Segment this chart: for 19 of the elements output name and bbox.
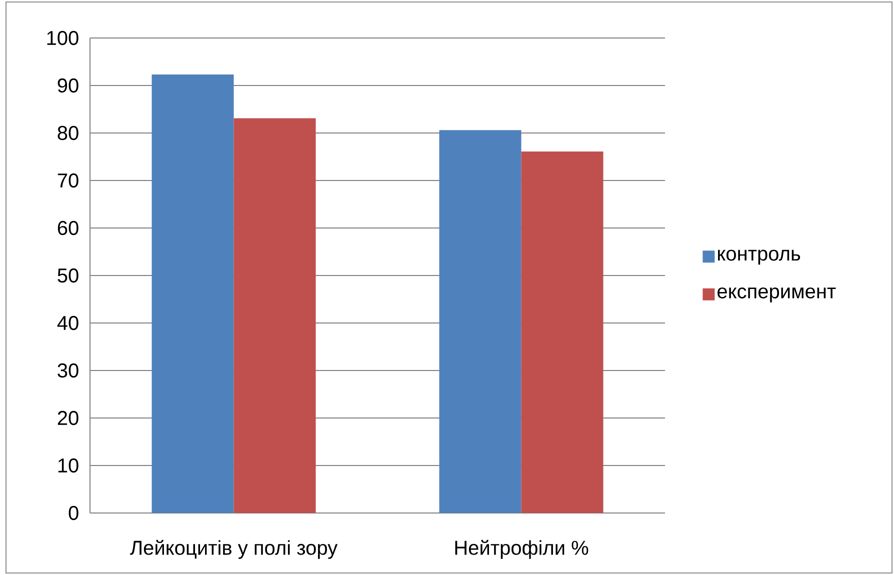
- y-tick-label: 100: [47, 30, 78, 46]
- y-tick-label: 80: [58, 126, 78, 140]
- y-tick-label: 10: [58, 458, 78, 473]
- x-tick-label: Лейкоцитів у полі зору: [130, 540, 338, 559]
- y-tick-label: 30: [58, 363, 78, 378]
- y-tick-label: 40: [57, 316, 78, 330]
- y-tick-label: 90: [58, 78, 78, 93]
- y-tick-label: 20: [58, 410, 78, 426]
- y-tick-label: 0: [68, 506, 78, 520]
- bar: [521, 152, 604, 513]
- bar: [439, 130, 522, 513]
- x-tick-label: Нейтрофіли %: [455, 540, 588, 559]
- y-tick-label: 50: [58, 268, 78, 283]
- y-tick-label: 70: [58, 173, 78, 188]
- bar: [234, 118, 316, 513]
- y-tick-label: 60: [58, 220, 78, 236]
- legend-label: експеримент: [718, 287, 836, 302]
- legend-label: контроль: [718, 250, 800, 265]
- bar: [152, 74, 234, 513]
